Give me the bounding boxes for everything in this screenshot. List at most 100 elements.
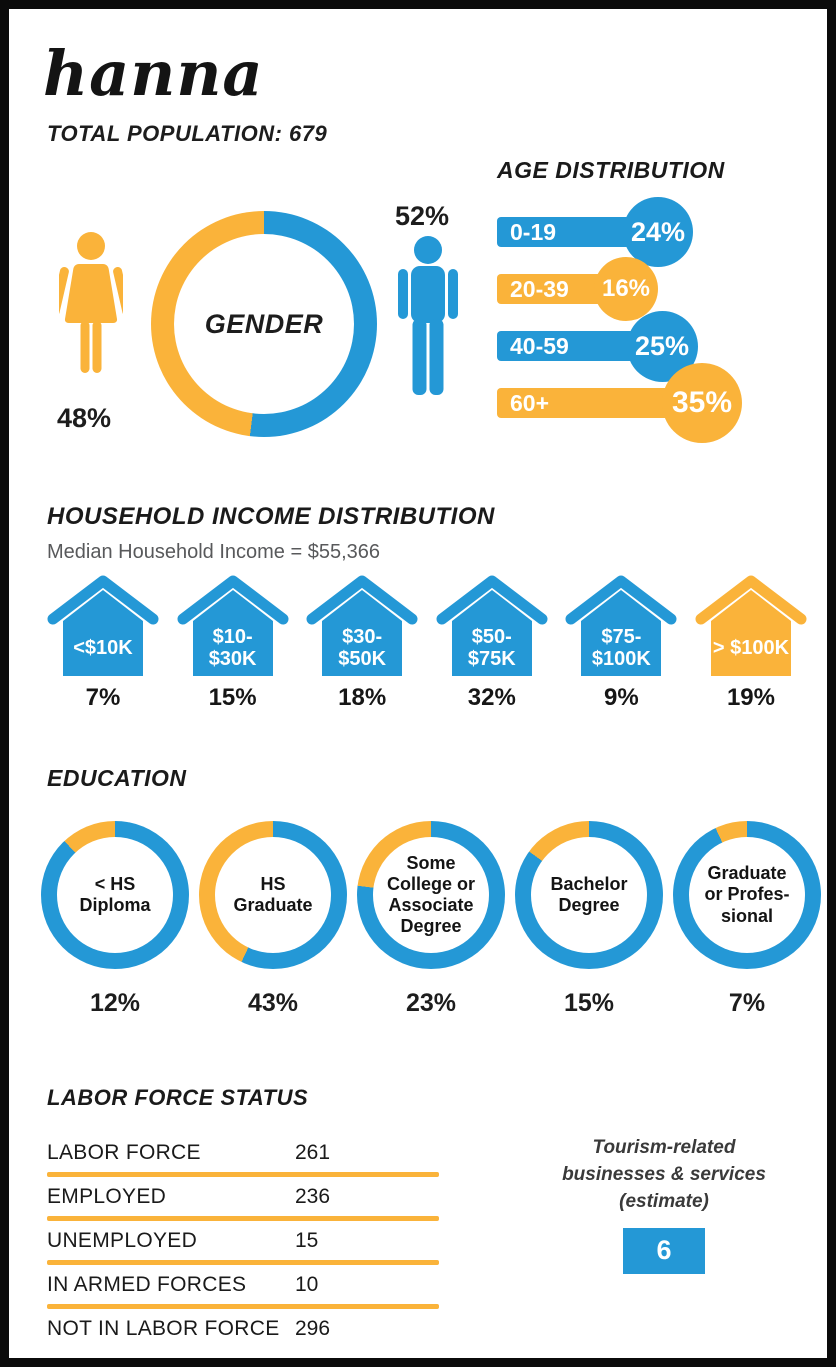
gender-donut-chart: GENDER <box>151 211 377 437</box>
tourism-count-badge: 6 <box>623 1227 705 1274</box>
education-percent: 15% <box>563 989 615 1017</box>
tourism-caption: Tourism-related businesses & services (e… <box>562 1137 766 1212</box>
income-house: > $100K 19% <box>695 573 807 712</box>
house-roof-icon <box>47 575 159 625</box>
income-bracket-label: $75- $100K <box>591 625 651 670</box>
education-donut-hole: Some College or Associate Degree <box>373 837 489 953</box>
house-body-icon <box>710 590 791 676</box>
female-percent: 48% <box>57 403 112 433</box>
education-donut-hole: HS Graduate <box>215 837 331 953</box>
labor-row-value: 261 <box>295 1140 331 1164</box>
labor-row-label: UNEMPLOYED <box>47 1228 198 1252</box>
table-row: IN ARMED FORCES 10 <box>47 1265 439 1304</box>
income-house: <$10K 7% <box>47 573 159 712</box>
age-bar-label: 40-59 <box>510 333 569 359</box>
education-level-label: Some College or Associate Degree <box>386 852 475 937</box>
income-percent: 9% <box>604 684 639 711</box>
income-percent: 15% <box>208 684 257 711</box>
income-percent: 7% <box>85 684 121 711</box>
divider <box>47 1304 439 1309</box>
education-donut-item: Some College or Associate Degree 23% <box>357 821 505 1018</box>
age-bar-chart: 0-19 24% 20-39 16% 40-59 25% 60+ 35% <box>497 197 827 449</box>
house-body-icon <box>451 590 532 676</box>
education-donut-item: < HS Diploma 12% <box>41 821 189 1018</box>
house-roof-icon <box>436 575 548 625</box>
income-house: $10- $30K 15% <box>177 573 289 712</box>
education-donut-hole: Graduate or Profes- sional <box>689 837 805 953</box>
age-value-bubble: 35% <box>662 363 742 443</box>
education-donut-item: Bachelor Degree 15% <box>515 821 663 1018</box>
labor-row-value: 10 <box>295 1272 319 1296</box>
age-value-bubble: 16% <box>594 257 658 321</box>
education-percent: 43% <box>247 989 299 1017</box>
divider <box>47 1216 439 1221</box>
page-title: hanna <box>43 37 264 110</box>
education-percent: 7% <box>728 989 766 1017</box>
table-row: NOT IN LABOR FORCE 296 <box>47 1309 439 1348</box>
income-percent: 32% <box>467 684 516 711</box>
divider <box>47 1172 439 1177</box>
education-donut-charts: < HS Diploma 12% HS Graduate 43% Some Co… <box>41 821 821 1018</box>
education-level-label: Graduate or Profes- sional <box>704 863 790 926</box>
age-bar-row: 60+ 35% <box>497 363 827 443</box>
education-level-label: < HS Diploma <box>79 873 151 915</box>
house-roof-icon <box>565 575 677 625</box>
age-value-bubble: 24% <box>623 197 693 267</box>
income-bracket-label: $10- $30K <box>208 625 257 670</box>
education-donut-hole: < HS Diploma <box>57 837 173 953</box>
education-donut-hole: Bachelor Degree <box>531 837 647 953</box>
education-level-label: HS Graduate <box>233 873 313 915</box>
labor-row-label: NOT IN LABOR FORCE <box>47 1316 280 1340</box>
education-percent: 23% <box>405 989 457 1017</box>
gender-chart-label: GENDER <box>204 308 324 339</box>
house-roof-icon <box>177 575 289 625</box>
male-percent: 52% <box>395 201 450 231</box>
education-donut: Bachelor Degree <box>515 821 663 969</box>
income-bracket-label: <$10K <box>73 636 133 659</box>
education-donut: Some College or Associate Degree <box>357 821 505 969</box>
labor-row-label: EMPLOYED <box>47 1184 167 1208</box>
labor-row-value: 15 <box>295 1228 319 1252</box>
table-row: UNEMPLOYED 15 <box>47 1221 439 1260</box>
income-section-title: HOUSEHOLD INCOME DISTRIBUTION <box>47 503 495 530</box>
labor-row-value: 296 <box>295 1316 331 1340</box>
house-body-icon <box>192 590 273 676</box>
age-bar-label: 0-19 <box>510 219 557 245</box>
table-row: LABOR FORCE 261 <box>47 1133 439 1172</box>
house-body-icon <box>581 590 662 676</box>
education-percent: 12% <box>89 989 141 1017</box>
income-house: $30- $50K 18% <box>306 573 418 712</box>
age-bar-row: 20-39 16% <box>497 257 827 321</box>
income-bracket-label: > $100K <box>712 636 790 659</box>
house-body-icon <box>322 590 403 676</box>
age-bar-row: 40-59 25% <box>497 310 827 382</box>
labor-row-value: 236 <box>295 1184 331 1208</box>
education-donut: < HS Diploma <box>41 821 189 969</box>
education-level-label: Bachelor Degree <box>550 873 628 915</box>
age-bar-row: 0-19 24% <box>497 197 827 267</box>
gender-donut-hole: GENDER <box>174 234 354 414</box>
age-bar-label: 20-39 <box>510 276 569 302</box>
tourism-block: Tourism-related businesses & services (e… <box>529 1135 799 1274</box>
house-roof-icon <box>306 575 418 625</box>
house-roof-icon <box>695 575 807 625</box>
labor-row-label: LABOR FORCE <box>47 1140 201 1164</box>
education-donut: HS Graduate <box>199 821 347 969</box>
labor-row-label: IN ARMED FORCES <box>47 1272 247 1296</box>
total-population-label: TOTAL POPULATION: 679 <box>47 121 328 146</box>
age-section-title: AGE DISTRIBUTION <box>497 157 725 183</box>
income-percent: 18% <box>338 684 387 711</box>
female-icon <box>50 231 132 399</box>
income-bracket-label: $50- $75K <box>467 625 516 670</box>
house-body-icon <box>63 590 143 676</box>
education-donut-item: HS Graduate 43% <box>199 821 347 1018</box>
income-bracket-label: $30- $50K <box>338 625 387 670</box>
male-icon <box>393 235 463 403</box>
age-bar-label: 60+ <box>510 390 550 416</box>
education-donut-item: Graduate or Profes- sional 7% <box>673 821 821 1018</box>
labor-force-table: LABOR FORCE 261 EMPLOYED 236 UNEMPLOYED … <box>47 1133 439 1348</box>
divider <box>47 1260 439 1265</box>
education-donut: Graduate or Profes- sional <box>673 821 821 969</box>
table-row: EMPLOYED 236 <box>47 1177 439 1216</box>
